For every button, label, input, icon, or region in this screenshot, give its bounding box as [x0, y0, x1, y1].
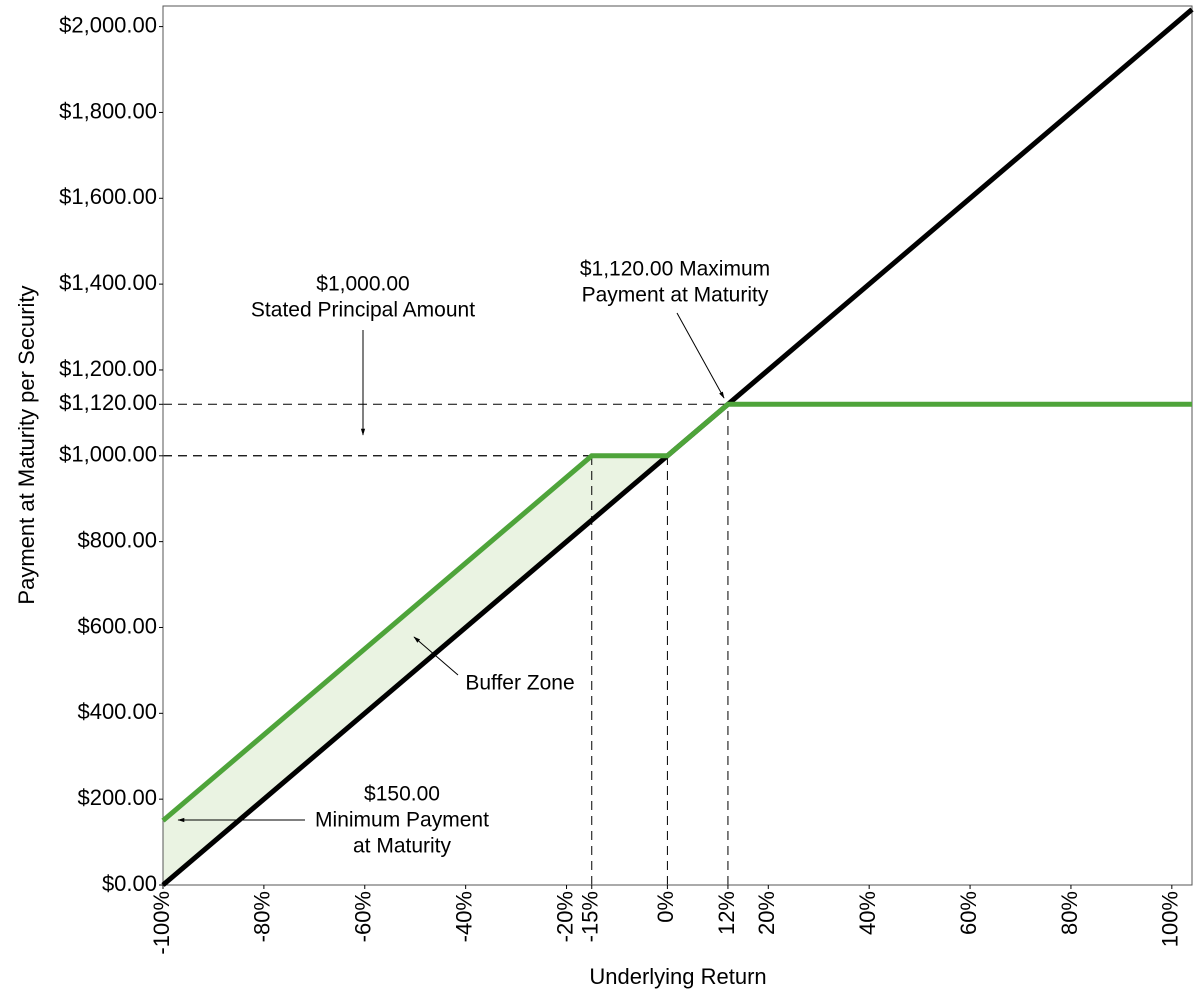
annotation-text: Buffer Zone [465, 672, 574, 695]
y-tick-label: $1,400.00 [59, 270, 157, 295]
annotation-text: $150.00 [364, 783, 440, 806]
annotation-arrow [413, 636, 459, 676]
annotation-text: $1,000.00 [316, 273, 409, 296]
plot-frame [162, 5, 1193, 886]
annotation-arrow [676, 312, 725, 399]
y-tick-label: $1,120.00 [59, 390, 157, 415]
y-tick-label: $1,000.00 [59, 442, 157, 467]
x-tick-label: 12% [714, 891, 739, 935]
x-tick-label: -40% [451, 891, 476, 942]
x-tick-label: -60% [351, 891, 376, 942]
x-tick-label: -80% [250, 891, 275, 942]
x-tick-label: 80% [1057, 891, 1082, 935]
y-tick-label: $1,200.00 [59, 356, 157, 381]
y-tick-label: $1,600.00 [59, 184, 157, 209]
annotation-text: $1,120.00 Maximum [580, 258, 770, 281]
x-tick-label: -20% [552, 891, 577, 942]
x-tick-label: 60% [956, 891, 981, 935]
annotation-text: at Maturity [353, 835, 452, 858]
y-tick-label: $1,800.00 [59, 98, 157, 123]
annotation-text: Payment at Maturity [582, 284, 769, 307]
x-tick-label: -15% [578, 891, 603, 942]
x-tick-label: 40% [855, 891, 880, 935]
y-tick-label: $400.00 [77, 699, 157, 724]
annotation-text: Stated Principal Amount [251, 299, 475, 322]
x-tick-label: -100% [149, 891, 174, 955]
y-tick-label: $800.00 [77, 527, 157, 552]
x-tick-label: 0% [653, 891, 678, 923]
series-line [161, 401, 1192, 823]
y-tick-label: $0.00 [102, 871, 157, 896]
y-tick-label: $200.00 [77, 785, 157, 810]
y-axis-label: Payment at Maturity per Security [14, 285, 39, 604]
x-axis-label: Underlying Return [589, 964, 766, 989]
annotation-text: Minimum Payment [315, 809, 489, 832]
x-tick-label: 100% [1158, 891, 1183, 947]
y-tick-label: $600.00 [77, 613, 157, 638]
y-tick-label: $2,000.00 [59, 12, 157, 37]
x-tick-label: 20% [754, 891, 779, 935]
